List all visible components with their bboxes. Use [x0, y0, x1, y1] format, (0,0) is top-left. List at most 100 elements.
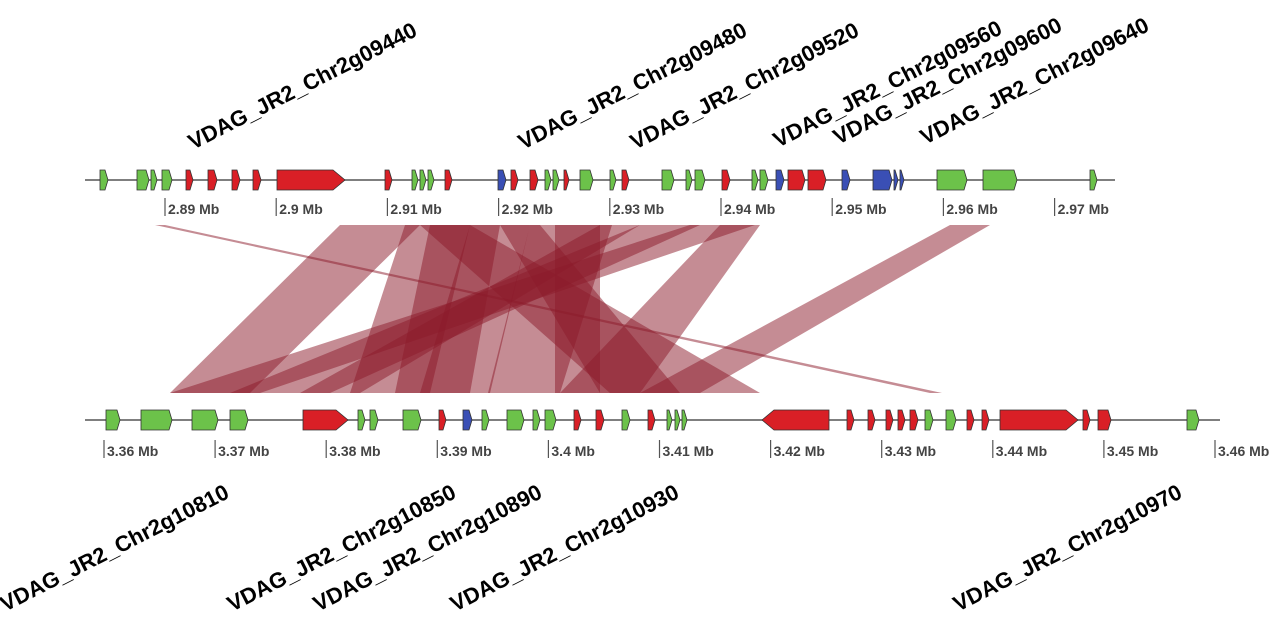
ribbon	[640, 225, 990, 393]
gene	[185, 169, 194, 191]
ribbon	[170, 225, 755, 393]
gene	[563, 169, 570, 191]
gene	[402, 409, 422, 431]
gene	[150, 169, 158, 191]
tick-label: 3.36 Mb	[107, 443, 158, 459]
gene	[510, 169, 519, 191]
gene	[661, 169, 675, 191]
gene	[841, 169, 851, 191]
tick-label: 3.4 Mb	[551, 443, 595, 459]
ribbon	[170, 225, 420, 393]
gene	[544, 169, 552, 191]
gene	[759, 169, 769, 191]
tick-label: 3.39 Mb	[440, 443, 491, 459]
gene	[1186, 409, 1200, 431]
gene	[438, 409, 447, 431]
gene	[674, 409, 681, 431]
gene	[302, 409, 349, 431]
gene	[999, 409, 1079, 431]
gene	[105, 409, 121, 431]
gene	[867, 409, 876, 431]
gene	[721, 169, 731, 191]
tick-label: 2.92 Mb	[502, 201, 553, 217]
gene	[444, 169, 453, 191]
gene	[229, 409, 249, 431]
synteny-ribbons	[155, 225, 990, 393]
gene	[191, 409, 219, 431]
gene	[945, 409, 957, 431]
gene	[1097, 409, 1112, 431]
gene	[893, 169, 899, 191]
gene	[506, 409, 525, 431]
gene-label: VDAG_JR2_Chr2g10970	[949, 479, 1186, 616]
genes	[99, 169, 1200, 431]
gene	[419, 169, 427, 191]
tick-label: 2.91 Mb	[390, 201, 441, 217]
tick-label: 2.97 Mb	[1058, 201, 1109, 217]
gene	[1089, 169, 1098, 191]
tick-label: 3.45 Mb	[1107, 443, 1158, 459]
gene	[411, 169, 419, 191]
gene	[694, 169, 706, 191]
gene	[161, 169, 173, 191]
gene	[532, 409, 541, 431]
gene-label: VDAG_JR2_Chr2g10930	[446, 479, 683, 616]
gene	[936, 169, 968, 191]
gene	[872, 169, 893, 191]
tick-label: 3.38 Mb	[329, 443, 380, 459]
gene	[1082, 409, 1091, 431]
gene	[981, 409, 990, 431]
gene	[140, 409, 173, 431]
tick-label: 3.46 Mb	[1218, 443, 1269, 459]
gene	[775, 169, 785, 191]
tick-label: 3.41 Mb	[663, 443, 714, 459]
tick-label: 2.96 Mb	[946, 201, 997, 217]
tick-label: 2.89 Mb	[168, 201, 219, 217]
gene	[897, 409, 906, 431]
gene	[252, 169, 262, 191]
gene	[966, 409, 975, 431]
gene	[573, 409, 582, 431]
gene	[497, 169, 507, 191]
gene	[609, 169, 617, 191]
gene	[647, 409, 656, 431]
gene	[761, 409, 830, 431]
tick-label: 3.42 Mb	[774, 443, 825, 459]
gene	[885, 409, 894, 431]
gene	[685, 169, 693, 191]
gene	[462, 409, 473, 431]
ribbon	[420, 225, 760, 393]
tick-label: 3.44 Mb	[996, 443, 1047, 459]
gene	[621, 169, 630, 191]
gene	[207, 169, 218, 191]
gene	[369, 409, 379, 431]
tick-label: 3.43 Mb	[885, 443, 936, 459]
gene	[481, 409, 490, 431]
labels: 2.89 Mb 2.9 Mb 2.91 Mb 2.92 Mb 2.93 Mb 2.94 M…	[0, 12, 1269, 616]
gene	[666, 409, 673, 431]
tick-label: 2.93 Mb	[613, 201, 664, 217]
gene	[846, 409, 855, 431]
gene	[899, 169, 905, 191]
gene	[529, 169, 539, 191]
tick-label: 2.9 Mb	[279, 201, 323, 217]
gene	[231, 169, 241, 191]
tick-label: 2.94 Mb	[724, 201, 775, 217]
gene	[909, 409, 919, 431]
gene	[751, 169, 759, 191]
gene	[552, 169, 560, 191]
gene	[384, 169, 393, 191]
gene-label: VDAG_JR2_Chr2g09560	[769, 15, 1006, 152]
tick-label: 2.95 Mb	[835, 201, 886, 217]
gene	[982, 169, 1018, 191]
gene	[595, 409, 605, 431]
gene	[544, 409, 557, 431]
gene	[807, 169, 827, 191]
gene-label: VDAG_JR2_Chr2g09440	[184, 17, 421, 154]
gene	[136, 169, 150, 191]
gene	[427, 169, 435, 191]
gene-label: VDAG_JR2_Chr2g10810	[0, 479, 233, 616]
gene	[276, 169, 346, 191]
gene	[357, 409, 366, 431]
